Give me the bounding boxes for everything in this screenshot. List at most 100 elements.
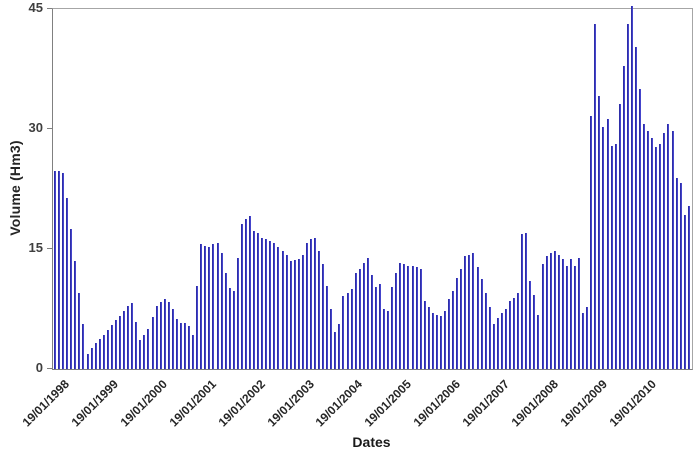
bar xyxy=(342,296,345,369)
bar xyxy=(452,290,455,369)
bar xyxy=(257,233,260,369)
bar xyxy=(598,96,601,369)
x-tick-label-text: 19/01/2003 xyxy=(264,377,317,430)
bar xyxy=(102,334,105,369)
bar xyxy=(468,254,471,369)
bar xyxy=(330,309,333,369)
bar xyxy=(525,233,528,369)
bar xyxy=(407,265,410,369)
bar xyxy=(448,299,451,369)
bar xyxy=(683,214,686,369)
x-tick-label-text: 19/01/2008 xyxy=(508,377,562,430)
x-axis: 19/01/1998 19/01/1999 19/01/2000 19/01/2001… xyxy=(20,368,691,432)
bar xyxy=(610,145,613,369)
y-tick-mark xyxy=(47,248,52,249)
bar xyxy=(192,334,195,369)
bar xyxy=(509,301,511,369)
bar xyxy=(639,89,641,369)
bar xyxy=(269,241,272,369)
bar xyxy=(383,309,386,369)
bar xyxy=(135,321,138,369)
bar xyxy=(472,253,475,369)
bar xyxy=(362,262,365,369)
bar xyxy=(249,216,251,369)
bar xyxy=(529,281,532,369)
bar xyxy=(70,229,73,369)
bar xyxy=(655,147,658,369)
bar xyxy=(557,254,560,369)
bar xyxy=(513,297,516,369)
plot-area xyxy=(52,5,693,370)
y-tick-label: 45 xyxy=(28,0,43,15)
y-tick-mark xyxy=(47,368,52,369)
bar xyxy=(265,239,268,369)
bar xyxy=(62,173,65,369)
bar xyxy=(322,264,325,369)
x-tick-label-text: 19/01/2006 xyxy=(410,377,464,430)
bar xyxy=(232,290,235,369)
bar xyxy=(179,323,182,369)
y-tick-label: 15 xyxy=(28,240,43,255)
bar xyxy=(131,302,134,369)
bar xyxy=(541,264,544,369)
bar xyxy=(423,301,426,369)
x-tick-label-text: 19/01/2000 xyxy=(117,377,170,430)
bar xyxy=(277,246,280,369)
bar xyxy=(94,342,97,369)
bar xyxy=(253,230,256,369)
bar xyxy=(285,254,288,369)
bar xyxy=(517,293,520,369)
bar xyxy=(419,269,422,369)
bar xyxy=(391,287,394,369)
bar xyxy=(569,259,572,369)
bar xyxy=(663,133,666,369)
bar xyxy=(634,47,637,369)
bar xyxy=(151,317,154,369)
bar xyxy=(594,24,597,369)
bar xyxy=(350,289,353,369)
bar xyxy=(139,340,142,369)
bar xyxy=(504,309,507,369)
y-tick-mark xyxy=(47,128,52,129)
bar xyxy=(464,256,467,369)
bar xyxy=(82,324,85,369)
bar xyxy=(354,273,357,369)
bar xyxy=(98,338,101,369)
bar xyxy=(679,182,682,369)
bar xyxy=(78,293,81,369)
bar xyxy=(545,256,548,369)
y-tick-label: 0 xyxy=(35,360,43,375)
x-tick-label-text: 19/01/2005 xyxy=(361,377,415,430)
bar xyxy=(521,233,524,369)
bar xyxy=(163,299,166,369)
bar xyxy=(301,254,304,369)
bar xyxy=(228,288,231,369)
bar xyxy=(687,205,690,369)
bar xyxy=(297,259,300,369)
bar xyxy=(431,313,434,369)
bar xyxy=(439,316,442,369)
bar xyxy=(651,137,654,369)
bar xyxy=(496,317,499,369)
bar xyxy=(236,257,239,369)
x-tick-label-text: 19/01/1998 xyxy=(19,377,72,430)
bar xyxy=(403,264,406,369)
x-tick-label-text: 19/01/2010 xyxy=(606,377,659,430)
bar xyxy=(435,314,438,369)
bar xyxy=(415,267,418,369)
bar xyxy=(220,253,223,369)
x-axis-title: Dates xyxy=(352,434,391,450)
bar xyxy=(326,285,329,369)
bar xyxy=(273,243,276,369)
bar xyxy=(119,316,121,369)
y-tick-label: 30 xyxy=(28,120,43,135)
bar xyxy=(314,237,316,369)
bar xyxy=(309,239,312,369)
bar xyxy=(346,293,349,369)
bar xyxy=(492,324,495,369)
bar xyxy=(281,250,284,369)
bar xyxy=(500,313,503,369)
bar xyxy=(318,250,321,369)
bar xyxy=(411,265,414,369)
bar xyxy=(578,257,581,369)
